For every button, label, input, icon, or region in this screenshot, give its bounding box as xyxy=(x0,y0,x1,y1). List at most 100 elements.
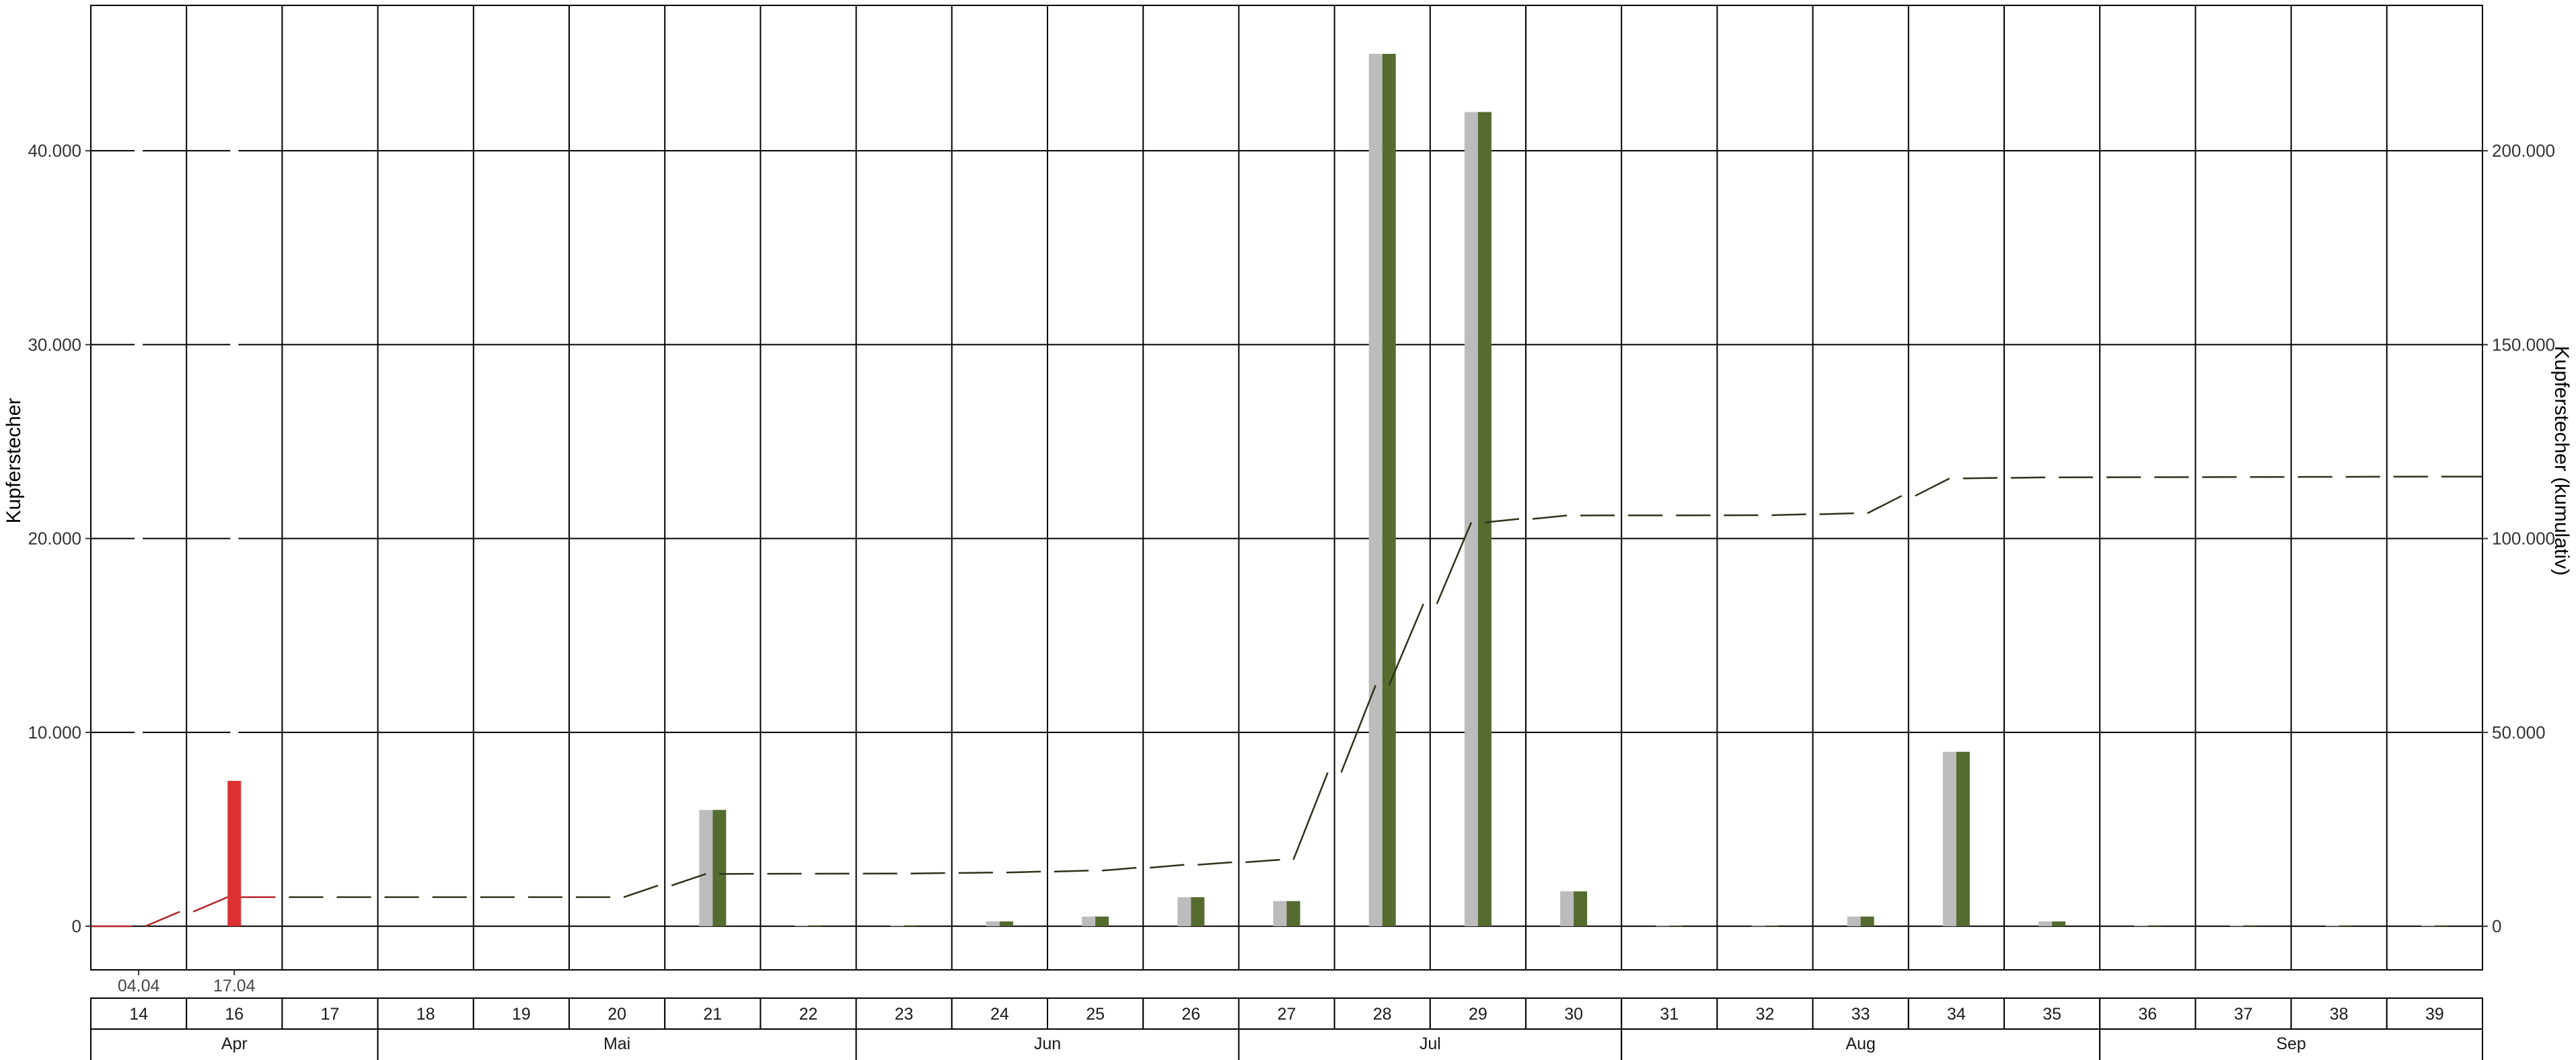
bar-series-1-week-33 xyxy=(1860,916,1874,927)
cumulative-line-week-29 xyxy=(1484,518,1520,523)
month-cell xyxy=(377,1028,857,1060)
cumulative-line-week-25 xyxy=(1101,866,1137,872)
week-cell xyxy=(568,997,666,1030)
week-label: 28 xyxy=(1373,1005,1392,1024)
week-label: 23 xyxy=(895,1005,914,1024)
bar-series-1-week-28 xyxy=(1382,54,1396,927)
bar-series-0-week-25 xyxy=(1082,916,1096,927)
bar-series-0-week-33 xyxy=(1847,916,1861,927)
y-tick-label-right: 100.000 xyxy=(2492,529,2555,549)
week-label: 30 xyxy=(1564,1005,1583,1024)
bar-series-1-week-23 xyxy=(904,925,918,927)
bar-series-0-week-31 xyxy=(1656,925,1670,927)
bar-series-1-week-24 xyxy=(999,921,1013,927)
cumulative-line-week-26 xyxy=(1198,861,1232,866)
y-tick-label-left: 0 xyxy=(72,916,81,936)
bar-series-0-week-34 xyxy=(1942,751,1956,927)
bar-series-0-week-23 xyxy=(890,925,904,927)
cumulative-line-week-16 xyxy=(192,896,228,913)
cumulative-line-week-24 xyxy=(958,872,993,874)
cumulative-line-week-28 xyxy=(1388,603,1424,686)
bar-series-1-week-38 xyxy=(2339,925,2353,927)
cumulative-line-week-29 xyxy=(1436,522,1473,605)
week-cell xyxy=(1525,997,1623,1030)
bar-series-1-week-34 xyxy=(1956,751,1970,927)
bar-series-0-week-35 xyxy=(2038,921,2053,927)
grid-gap xyxy=(135,536,143,541)
bar-series-0-week-36 xyxy=(2134,925,2148,927)
week-cell xyxy=(2195,997,2292,1030)
week-cell xyxy=(1238,997,1335,1030)
bar-series-1-week-30 xyxy=(1574,891,1588,927)
bar-series-0-week-30 xyxy=(1560,891,1574,927)
cumulative-line-week-25 xyxy=(1054,870,1089,873)
bar-series-1-week-25 xyxy=(1095,916,1109,927)
month-label: Sep xyxy=(2276,1034,2306,1053)
bar-series-0-week-37 xyxy=(2230,925,2244,927)
bar-series-0-week-32 xyxy=(1751,925,1765,927)
grid xyxy=(91,5,2482,970)
week-label: 27 xyxy=(1278,1005,1296,1024)
right-axis-ticks: 0 50.000 100.000 150.000 200.000 xyxy=(2482,141,2555,936)
bar-series-1-week-22 xyxy=(808,925,822,927)
week-cell xyxy=(664,997,762,1030)
plot-panel-border xyxy=(90,5,2483,971)
week-label: 37 xyxy=(2234,1005,2253,1024)
week-label: 16 xyxy=(225,1005,244,1024)
bar-series-1-week-31 xyxy=(1669,925,1683,927)
bar-series-0-week-21 xyxy=(699,810,713,927)
week-label: 21 xyxy=(703,1005,722,1024)
month-strip: Apr Mai Jun Jul Aug Sep xyxy=(90,1028,2483,1060)
left-axis-ticks: 0 10.000 20.000 30.000 40.000 xyxy=(28,141,91,936)
y-tick-label-right: 200.000 xyxy=(2492,141,2555,161)
month-cell xyxy=(90,1028,379,1060)
cumulative-line-week-34 xyxy=(1962,477,1998,480)
week-label: 24 xyxy=(990,1005,1009,1024)
week-label: 34 xyxy=(1947,1005,1966,1024)
bar-series-1-week-35 xyxy=(2052,921,2066,927)
bar-series-0-week-22 xyxy=(795,925,809,927)
date-label: 04.04 xyxy=(118,977,160,995)
week-cell xyxy=(1142,997,1240,1030)
cumulative-line-week-14 xyxy=(145,911,180,928)
date-label: 17.04 xyxy=(213,977,256,995)
bar-series-0-week-26 xyxy=(1177,897,1191,927)
y-tick-label-left: 10.000 xyxy=(28,722,81,743)
bar-series-0-week-28 xyxy=(1368,54,1383,927)
cumulative-line-week-23 xyxy=(910,872,945,874)
week-cell xyxy=(1429,997,1527,1030)
bars xyxy=(227,54,2448,927)
cumulative-line-week-28 xyxy=(1340,685,1376,773)
bar-series-0-week-38 xyxy=(2325,925,2339,927)
cumulative-line-week-27 xyxy=(1245,859,1280,864)
cumulative-line-week-33 xyxy=(1867,495,1903,515)
week-label: 31 xyxy=(1660,1005,1679,1024)
cumulative-line-week-26 xyxy=(1150,864,1185,869)
month-cell xyxy=(855,1028,1240,1060)
bar-series-1-week-29 xyxy=(1477,112,1492,927)
bar-series-1-week-39 xyxy=(2434,925,2448,927)
grid-gap xyxy=(135,730,143,734)
week-label: 20 xyxy=(608,1005,626,1024)
bar-series-0-week-24 xyxy=(986,921,1000,927)
bar-series-0-week-27 xyxy=(1273,901,1287,927)
month-label: Jun xyxy=(1034,1034,1061,1053)
week-label: 29 xyxy=(1469,1005,1487,1024)
cumulative-line-week-33 xyxy=(1819,512,1854,515)
cumulative-line-week-20 xyxy=(623,884,659,899)
y-tick-label-right: 150.000 xyxy=(2492,334,2555,354)
y-tick-label-right: 50.000 xyxy=(2492,722,2546,743)
grid-gap xyxy=(230,536,239,541)
month-label: Aug xyxy=(1845,1034,1875,1053)
grid-gap xyxy=(230,730,239,734)
month-label: Mai xyxy=(603,1034,630,1053)
y-tick-label-left: 20.000 xyxy=(28,529,81,549)
date-labels: 04.04 17.04 xyxy=(118,970,256,995)
y-tick-label-left: 30.000 xyxy=(28,334,81,354)
grid-gap xyxy=(135,342,143,347)
y-axis-title-right: Kupferstecher (kumulativ) xyxy=(2550,346,2573,576)
week-cell xyxy=(2386,997,2484,1030)
grid-gap xyxy=(135,149,143,153)
y-tick-label-right: 0 xyxy=(2492,916,2501,936)
